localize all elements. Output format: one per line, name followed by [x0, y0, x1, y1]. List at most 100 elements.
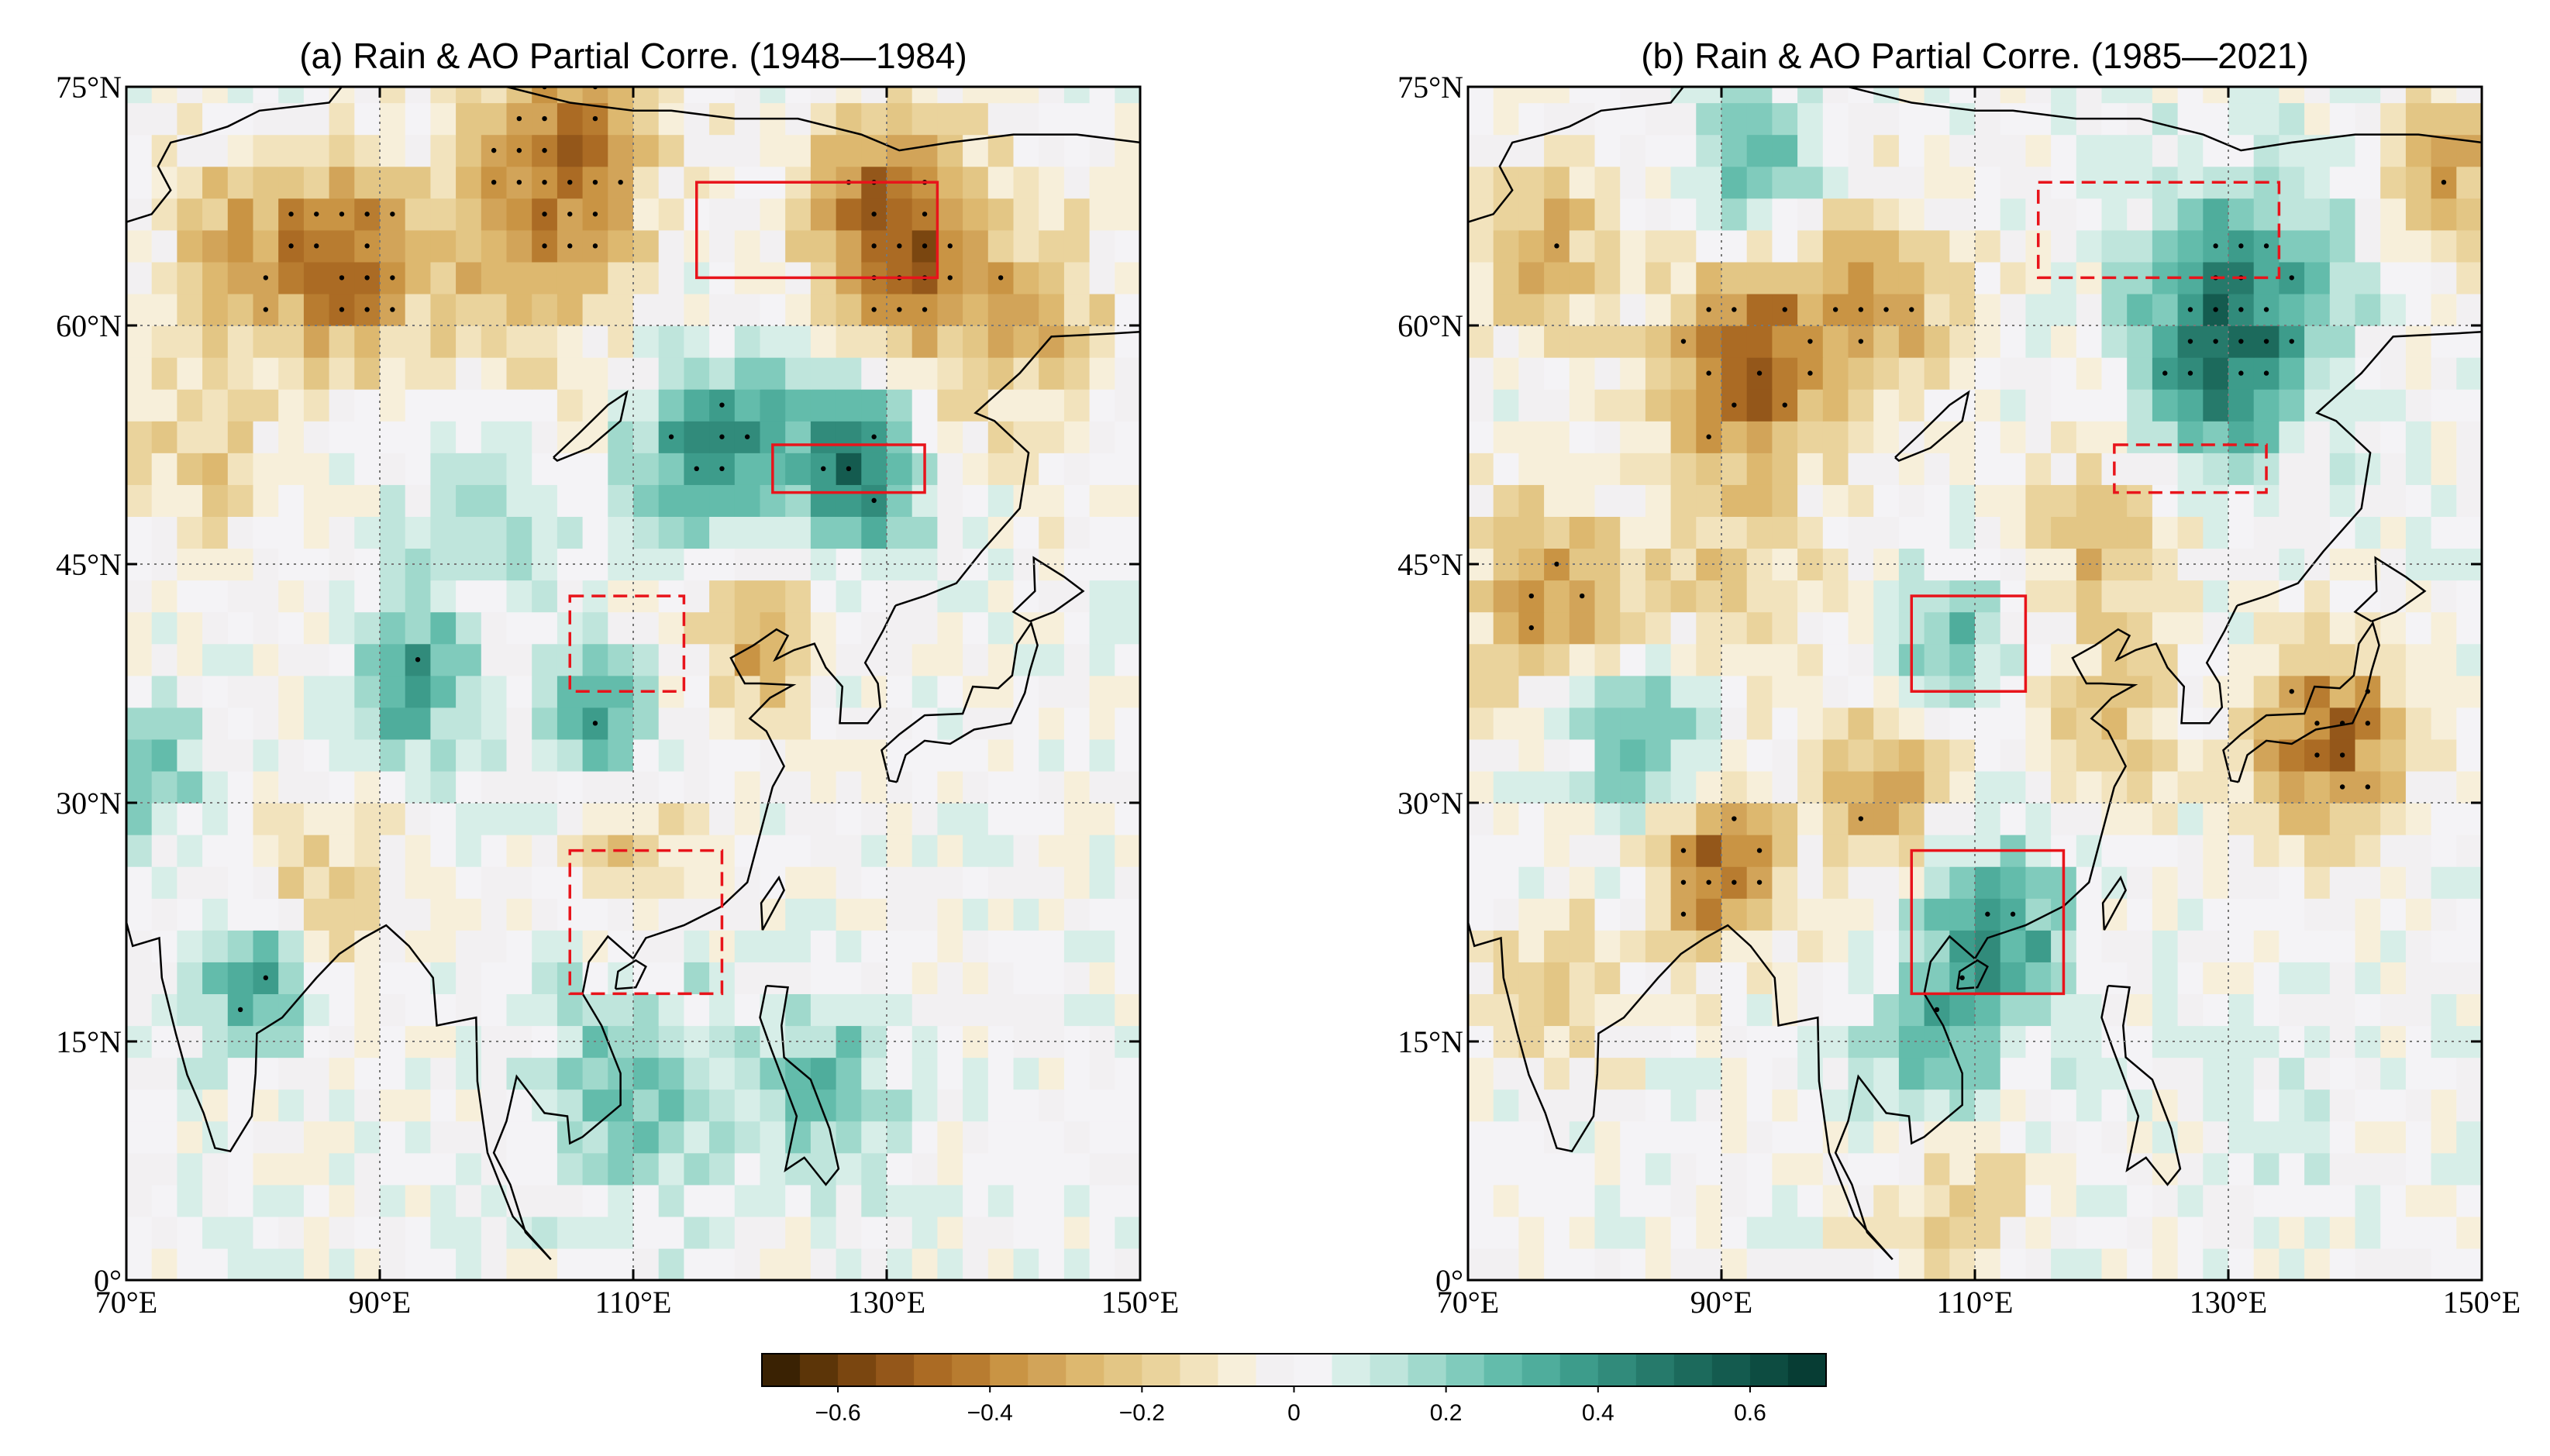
- field-cell: [278, 675, 305, 708]
- field-cell: [506, 1216, 532, 1249]
- field-cell: [1544, 611, 1570, 645]
- field-cell: [202, 357, 229, 390]
- field-cell: [405, 1152, 431, 1186]
- field-cell: [1975, 1120, 2001, 1154]
- colorbar-segment: [1483, 1354, 1523, 1386]
- field-cell: [1721, 962, 1748, 994]
- field-cell: [177, 229, 203, 263]
- field-cell: [2076, 389, 2103, 422]
- field-cell: [380, 1216, 406, 1249]
- field-cell: [557, 357, 584, 390]
- field-cell: [1645, 675, 1672, 708]
- field-cell: [2253, 1120, 2279, 1154]
- field-cell: [1468, 134, 1494, 167]
- field-cell: [861, 770, 887, 804]
- field-cell: [836, 1184, 862, 1217]
- field-cell: [1468, 261, 1494, 294]
- field-cell: [887, 87, 913, 104]
- field-cell: [734, 675, 761, 708]
- field-cell: [1013, 803, 1039, 835]
- field-cell: [380, 675, 406, 708]
- field-cell: [608, 453, 634, 485]
- field-cell: [2177, 643, 2204, 676]
- field-cell: [1518, 1152, 1545, 1186]
- colorbar-segment: [1711, 1354, 1751, 1386]
- field-cell: [2127, 229, 2153, 263]
- field-cell: [963, 484, 989, 517]
- field-cell: [329, 962, 355, 994]
- field-cell: [1822, 835, 1849, 867]
- field-cell: [1670, 580, 1697, 613]
- field-cell: [734, 87, 761, 104]
- field-cell: [2329, 134, 2356, 167]
- field-cell: [1645, 1248, 1672, 1280]
- field-cell: [963, 835, 989, 867]
- field-cell: [1063, 898, 1091, 931]
- field-cell: [2000, 198, 2026, 231]
- field-cell: [430, 453, 457, 485]
- field-cell: [126, 166, 153, 199]
- field-cell: [506, 516, 532, 549]
- field-cell: [126, 898, 153, 931]
- field-cell: [2177, 1025, 2204, 1058]
- field-cell: [329, 1120, 355, 1154]
- field-cell: [785, 675, 812, 708]
- field-cell: [2025, 484, 2052, 517]
- field-cell: [1949, 229, 1976, 263]
- field-cell: [684, 134, 710, 167]
- field-cell: [481, 866, 508, 899]
- field-cell: [1468, 87, 1494, 104]
- significance-dot: [2289, 689, 2294, 694]
- field-cell: [2177, 229, 2204, 263]
- field-cell: [2304, 548, 2331, 581]
- colorbar-segment: [1180, 1354, 1218, 1386]
- field-cell: [2076, 675, 2103, 708]
- field-cell: [1544, 1152, 1570, 1186]
- field-cell: [1013, 1120, 1039, 1154]
- field-cell: [887, 421, 913, 453]
- field-cell: [2279, 229, 2305, 263]
- field-cell: [456, 1120, 482, 1154]
- field-cell: [303, 421, 330, 453]
- field-cell: [430, 261, 457, 294]
- significance-dot: [1706, 879, 1711, 885]
- field-cell: [1518, 866, 1545, 899]
- field-cell: [2355, 389, 2381, 422]
- field-cell: [810, 898, 837, 931]
- field-cell: [2279, 516, 2305, 549]
- field-cell: [658, 1248, 684, 1280]
- significance-dot: [1579, 593, 1585, 599]
- field-cell: [329, 803, 355, 835]
- field-cell: [354, 484, 381, 517]
- field-cell: [2304, 516, 2331, 549]
- field-cell: [532, 1120, 558, 1154]
- field-cell: [2127, 134, 2153, 167]
- field-cell: [2076, 993, 2103, 1027]
- field-cell: [354, 134, 381, 167]
- field-cell: [987, 1248, 1015, 1280]
- field-cell: [709, 1216, 736, 1249]
- field-cell: [2304, 1248, 2331, 1280]
- field-cell: [810, 1057, 837, 1090]
- field-cell: [2329, 293, 2356, 326]
- field-cell: [1493, 166, 1519, 199]
- field-cell: [2329, 325, 2356, 358]
- field-cell: [151, 102, 177, 136]
- field-cell: [1645, 1120, 1672, 1154]
- field-cell: [2279, 1057, 2305, 1090]
- field-cell: [506, 453, 532, 485]
- field-cell: [177, 707, 203, 740]
- field-cell: [1063, 707, 1091, 740]
- field-cell: [430, 87, 457, 104]
- field-cell: [405, 102, 431, 136]
- field-cell: [506, 198, 532, 231]
- field-cell: [202, 548, 229, 581]
- field-cell: [963, 611, 989, 645]
- field-cell: [760, 1216, 786, 1249]
- field-cell: [2405, 293, 2432, 326]
- field-cell: [2076, 803, 2103, 835]
- field-cell: [456, 1089, 482, 1122]
- field-cell: [2329, 1089, 2356, 1122]
- field-cell: [1620, 325, 1646, 358]
- field-cell: [253, 166, 279, 199]
